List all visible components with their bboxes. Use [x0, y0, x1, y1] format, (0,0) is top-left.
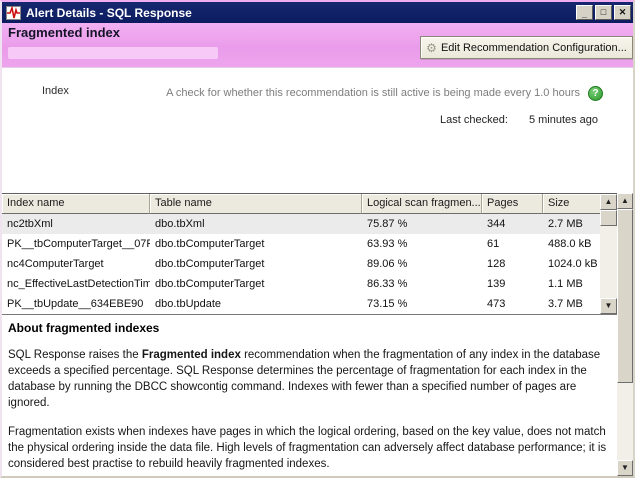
scroll-up-button[interactable]: ▲: [600, 194, 617, 210]
scrollbar-thumb[interactable]: [617, 209, 633, 383]
maximize-button[interactable]: □: [595, 5, 612, 20]
fragmented-index-term: Fragmented index: [141, 349, 241, 361]
index-table-header: Index name Table name Logical scan fragmen…: [2, 194, 600, 214]
table-cell: 63.93 %: [367, 238, 408, 250]
table-cell: 488.0 kB: [548, 238, 592, 250]
alert-banner: Fragmented index ⚙ Edit Recommendation C…: [2, 23, 633, 68]
table-row[interactable]: PK__tbComputerTarget__07F63... dbo.tbComp…: [2, 234, 600, 254]
minimize-button[interactable]: _: [576, 5, 593, 20]
window-title: Alert Details - SQL Response: [26, 5, 192, 20]
table-cell: 75.87 %: [367, 218, 408, 230]
table-row[interactable]: nc4ComputerTarget dbo.tbComputerTarget 89.…: [2, 254, 600, 274]
last-checked-label: Last checked:: [440, 114, 508, 126]
scroll-down-button[interactable]: ▼: [617, 460, 633, 476]
table-cell: 3.7 MB: [548, 298, 583, 310]
table-cell: 2.7 MB: [548, 218, 583, 230]
table-row[interactable]: nc2tbXml dbo.tbXml 75.87 % 344 2.7 MB: [2, 214, 600, 234]
table-cell: 89.06 %: [367, 258, 408, 270]
table-cell: 1.1 MB: [548, 278, 583, 290]
page-scrollbar[interactable]: ▲ ▼: [617, 193, 633, 476]
page-title: Fragmented index: [8, 25, 120, 40]
table-cell: 86.33 %: [367, 278, 408, 290]
table-cell: PK__tbUpdate__634EBE90: [7, 298, 144, 310]
table-cell: 139: [487, 278, 506, 290]
table-cell: dbo.tbComputerTarget: [155, 238, 265, 250]
index-table-body: nc2tbXml dbo.tbXml 75.87 % 344 2.7 MB PK__tbC…: [2, 214, 600, 314]
scroll-down-button[interactable]: ▼: [600, 298, 617, 314]
edit-recommendation-configuration-button[interactable]: ⚙ Edit Recommendation Configuration...: [420, 36, 633, 59]
pulse-icon: [6, 5, 21, 20]
table-cell: dbo.tbUpdate: [155, 298, 222, 310]
column-header[interactable]: Size: [543, 194, 600, 214]
table-cell: PK__tbComputerTarget__07F63...: [7, 238, 150, 250]
table-cell: dbo.tbXml: [155, 218, 205, 230]
table-cell: nc4ComputerTarget: [7, 258, 104, 270]
table-cell: 1024.0 kB: [548, 258, 598, 270]
scrollbar-track[interactable]: [617, 383, 633, 460]
column-header[interactable]: Logical scan fragmen...: [362, 194, 482, 214]
scrollbar-track[interactable]: [600, 226, 617, 298]
about-heading: About fragmented indexes: [8, 321, 160, 335]
banner-subtitle-bar: [8, 47, 218, 59]
table-cell: 344: [487, 218, 506, 230]
check-status-text: A check for whether this recommendation …: [166, 87, 580, 99]
gear-icon: ⚙: [426, 40, 437, 55]
table-cell: nc_EffectiveLastDetectionTime: [7, 278, 150, 290]
about-paragraph-2: Fragmentation exists when indexes have p…: [8, 426, 607, 470]
last-checked: Last checked: 5 minutes ago: [440, 114, 598, 126]
last-checked-value: 5 minutes ago: [528, 114, 599, 126]
column-header[interactable]: Pages: [482, 194, 543, 214]
title-bar[interactable]: Alert Details - SQL Response _ □ ✕: [2, 2, 633, 23]
scroll-up-button[interactable]: ▲: [617, 193, 633, 209]
table-cell: 61: [487, 238, 500, 250]
table-scrollbar[interactable]: ▲ ▼: [600, 194, 617, 314]
table-cell: nc2tbXml: [7, 218, 53, 230]
about-section: About fragmented indexes SQL Response ra…: [8, 320, 611, 476]
table-row[interactable]: nc_EffectiveLastDetectionTime dbo.tbCompu…: [2, 274, 600, 294]
edit-button-label: Edit Recommendation Configuration...: [440, 41, 627, 54]
table-cell: 473: [487, 298, 506, 310]
scrollbar-thumb[interactable]: [600, 210, 617, 226]
help-icon[interactable]: ?: [588, 86, 603, 101]
table-cell: dbo.tbComputerTarget: [155, 278, 265, 290]
index-table: Index name Table name Logical scan fragmen…: [2, 193, 617, 315]
table-cell: dbo.tbComputerTarget: [155, 258, 265, 270]
index-label: Index: [42, 85, 69, 97]
table-row[interactable]: PK__tbUpdate__634EBE90 dbo.tbUpdate 73.15 …: [2, 294, 600, 314]
table-cell: 128: [487, 258, 506, 270]
table-cell: 73.15 %: [367, 298, 408, 310]
column-header[interactable]: Table name: [150, 194, 362, 214]
close-button[interactable]: ✕: [614, 5, 631, 20]
about-paragraph-1: SQL Response raises the Fragmented index…: [8, 349, 601, 409]
column-header[interactable]: Index name: [2, 194, 150, 214]
